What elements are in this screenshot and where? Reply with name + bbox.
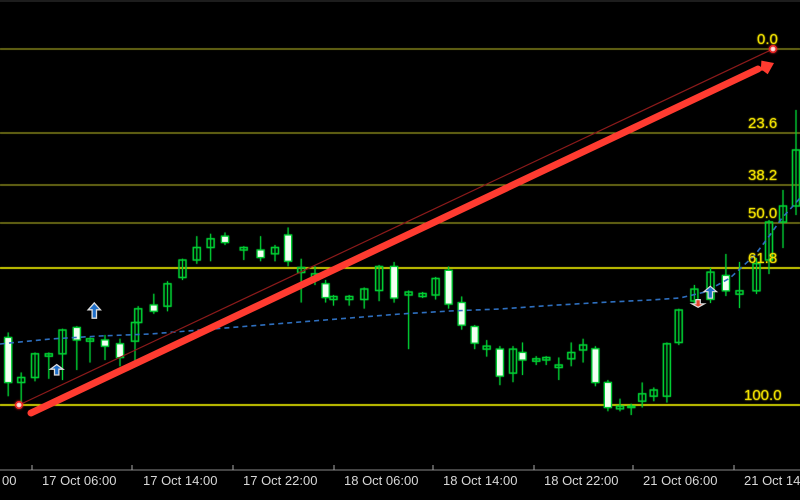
svg-text:23.6: 23.6 <box>748 115 777 132</box>
svg-text:100.0: 100.0 <box>744 387 782 404</box>
svg-text:61.8: 61.8 <box>748 250 777 267</box>
svg-text:18 Oct 06:00: 18 Oct 06:00 <box>344 473 418 488</box>
svg-text:17 Oct 14:00: 17 Oct 14:00 <box>143 473 217 488</box>
svg-text:18 Oct 14:00: 18 Oct 14:00 <box>443 473 517 488</box>
svg-text:21 Oct 14:: 21 Oct 14: <box>744 473 800 488</box>
svg-text:18 Oct 22:00: 18 Oct 22:00 <box>544 473 618 488</box>
svg-text:17 Oct 22:00: 17 Oct 22:00 <box>243 473 317 488</box>
svg-text:00: 00 <box>2 473 16 488</box>
svg-text:50.0: 50.0 <box>748 205 777 222</box>
svg-text:17 Oct 06:00: 17 Oct 06:00 <box>42 473 116 488</box>
svg-text:0.0: 0.0 <box>757 31 778 48</box>
svg-text:38.2: 38.2 <box>748 167 777 184</box>
svg-text:21 Oct 06:00: 21 Oct 06:00 <box>643 473 717 488</box>
